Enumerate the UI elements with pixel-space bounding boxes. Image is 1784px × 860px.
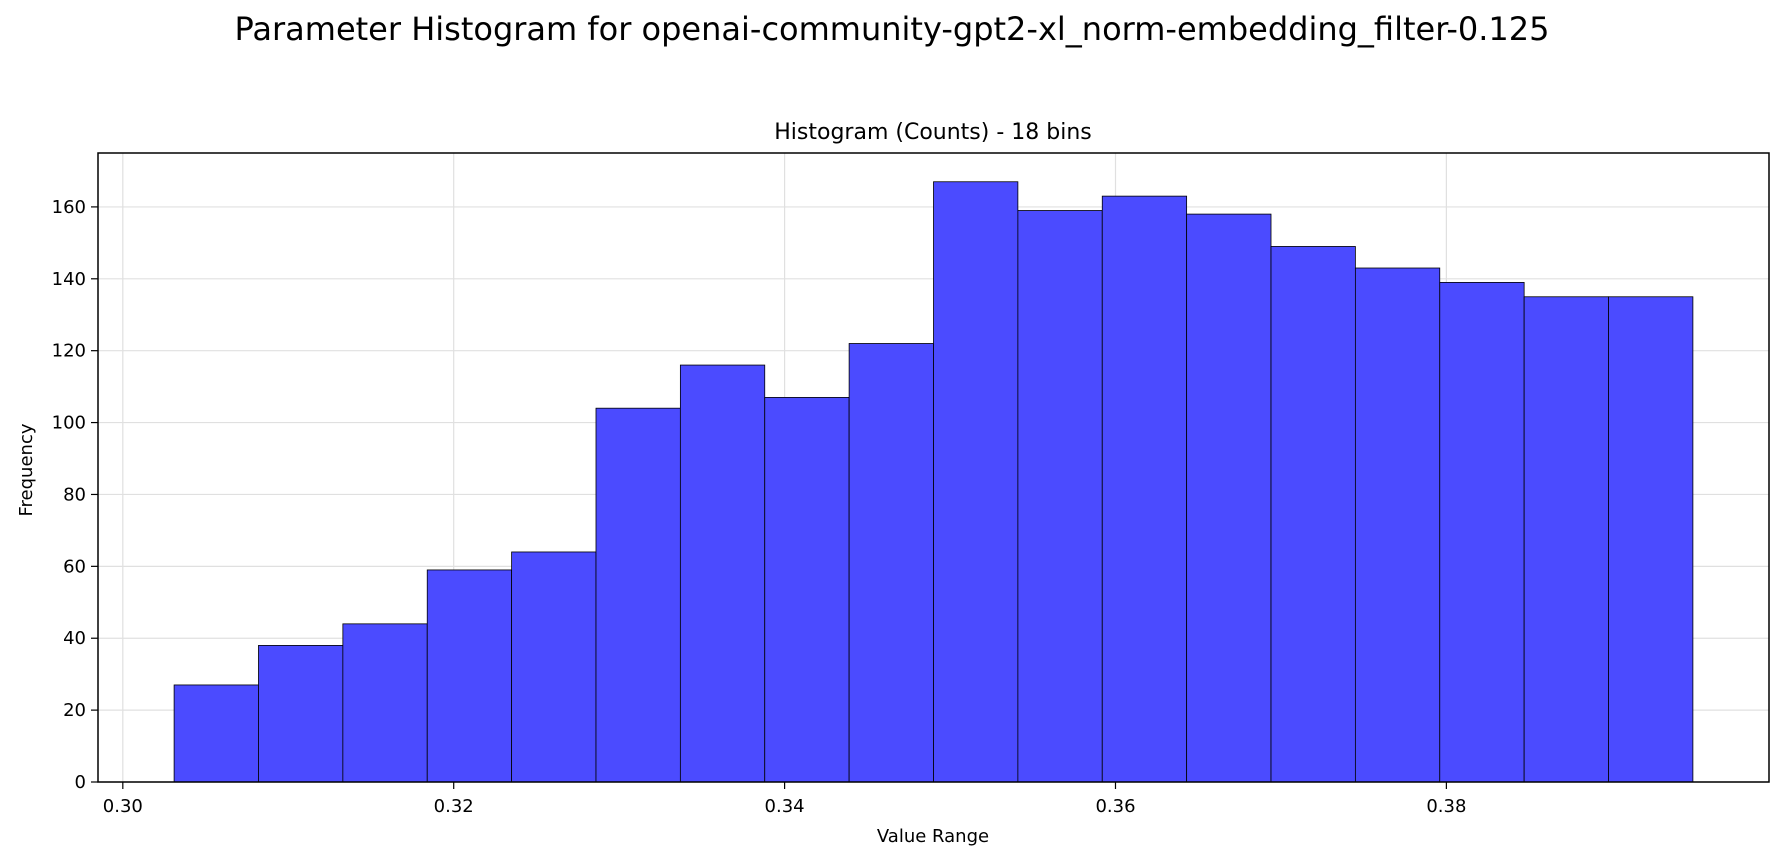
histogram-bar: [679, 364, 766, 783]
y-tick-label: 160: [52, 197, 86, 218]
histogram-bar: [1101, 195, 1188, 783]
x-tick-label: 0.30: [103, 796, 143, 817]
plot-area: 0.30 0.32 0.34 0.36 0.38 0 20 40 60 80 100 120 140 1…: [52, 152, 1770, 817]
y-tick-label: 20: [63, 700, 86, 721]
histogram-bar: [511, 551, 597, 783]
histogram-bar: [426, 569, 513, 783]
histogram-bar: [342, 623, 428, 783]
y-tick-label: 40: [63, 628, 86, 649]
y-tick-label: 80: [63, 484, 86, 505]
chart-title: Histogram (Counts) - 18 bins: [774, 120, 1091, 145]
histogram-bar: [173, 684, 259, 783]
histogram-bar: [1017, 210, 1103, 783]
x-axis-label: Value Range: [877, 826, 989, 847]
figure-title: Parameter Histogram for openai-community…: [235, 10, 1550, 48]
y-tick-label: 140: [52, 269, 86, 290]
y-axis-ticks: 0 20 40 60 80 100 120 140 160: [52, 197, 98, 793]
histogram-bar: [1354, 267, 1441, 783]
histogram-bar: [1270, 246, 1356, 783]
histogram-bar: [1608, 296, 1694, 783]
histogram-bar: [1186, 213, 1272, 783]
histogram-bar: [764, 397, 850, 783]
histogram-bar: [258, 645, 344, 783]
histogram-bar: [1439, 281, 1525, 783]
y-tick-label: 60: [63, 556, 86, 577]
y-tick-label: 120: [52, 341, 86, 362]
histogram-bars: [173, 181, 1694, 783]
x-tick-label: 0.36: [1095, 796, 1135, 817]
y-tick-label: 100: [52, 413, 86, 434]
histogram-bar: [848, 343, 934, 783]
x-tick-label: 0.32: [434, 796, 474, 817]
x-tick-label: 0.34: [765, 796, 805, 817]
y-tick-label: 0: [75, 772, 86, 793]
histogram-bar: [595, 407, 681, 783]
histogram-bar: [1523, 296, 1609, 783]
plot-frame: [97, 152, 1770, 783]
x-axis-ticks: 0.30 0.32 0.34 0.36 0.38: [103, 782, 1466, 817]
histogram-bar: [933, 181, 1019, 783]
x-tick-label: 0.38: [1426, 796, 1466, 817]
y-axis-label: Frequency: [16, 423, 37, 516]
